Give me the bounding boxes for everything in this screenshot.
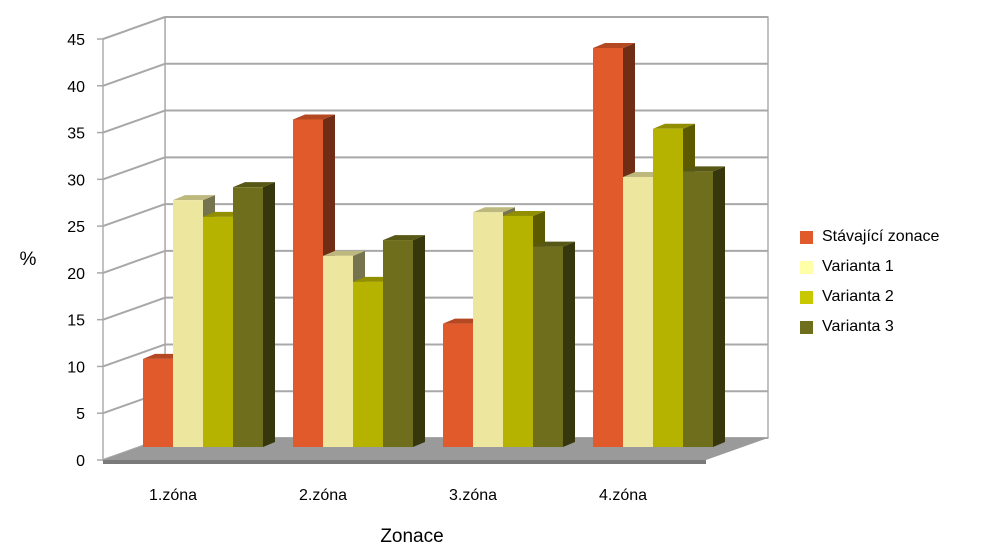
- bar: [443, 323, 473, 447]
- bar-top: [323, 250, 365, 256]
- legend-label: Varianta 1: [822, 258, 894, 275]
- bar-side: [713, 166, 725, 447]
- bar-top: [503, 210, 545, 216]
- bar: [683, 171, 713, 447]
- gridline-side: [102, 109, 166, 134]
- bar-top: [533, 241, 575, 247]
- gridline-side: [102, 156, 166, 181]
- y-tick-label: 35: [67, 126, 85, 143]
- bar-top: [383, 235, 425, 241]
- bar: [653, 128, 683, 447]
- x-axis-label: Zonace: [380, 526, 443, 545]
- bar: [353, 281, 383, 447]
- y-tick-label: 5: [76, 406, 85, 423]
- bar: [383, 240, 413, 447]
- bar: [323, 255, 353, 447]
- legend-swatch-varianta-3: [800, 320, 813, 334]
- bar-side: [263, 182, 275, 448]
- bar: [533, 246, 563, 447]
- legend-item-varianta-2: Varianta 2: [800, 282, 939, 312]
- bar: [173, 200, 203, 447]
- bar: [503, 215, 533, 447]
- y-tick-label: 25: [67, 219, 85, 236]
- y-tick-label: 20: [67, 266, 85, 283]
- y-tick-label: 15: [67, 313, 85, 330]
- bar-side: [413, 235, 425, 447]
- gridline-side: [102, 62, 166, 87]
- bar-top: [233, 182, 275, 188]
- gridline-side: [102, 296, 166, 321]
- bar: [473, 212, 503, 447]
- gridline-side: [102, 249, 166, 274]
- bar: [593, 48, 623, 447]
- bar-top: [473, 207, 515, 213]
- legend-swatch-stavajici-zonace: [800, 230, 813, 244]
- bar-top: [683, 166, 725, 172]
- legend-swatch-varianta-1: [800, 260, 813, 274]
- y-tick-label: 30: [67, 172, 85, 189]
- bar-top: [653, 123, 695, 129]
- y-tick-label: 0: [76, 453, 85, 470]
- legend: Stávající zonace Varianta 1 Varianta 2 V…: [800, 222, 939, 342]
- y-axis-label: %: [20, 249, 37, 270]
- bar: [293, 119, 323, 447]
- x-tick-label: 4.zóna: [599, 487, 647, 504]
- bar-top: [173, 195, 215, 201]
- gridline-side: [102, 343, 166, 368]
- bar: [623, 176, 653, 447]
- y-tick-label: 10: [67, 359, 85, 376]
- y-tick-label: 45: [67, 32, 85, 49]
- x-tick-label: 1.zóna: [149, 487, 197, 504]
- bar-top: [293, 114, 335, 120]
- legend-item-varianta-1: Varianta 1: [800, 252, 939, 282]
- bar: [203, 216, 233, 447]
- legend-item-stavajici-zonace: Stávající zonace: [800, 222, 939, 252]
- legend-item-varianta-3: Varianta 3: [800, 312, 939, 342]
- bar: [143, 358, 173, 447]
- legend-label: Varianta 3: [822, 318, 894, 335]
- legend-label: Stávající zonace: [822, 228, 940, 245]
- x-tick-label: 2.zóna: [299, 487, 347, 504]
- gridline-side: [102, 203, 166, 228]
- y-tick-label: 40: [67, 79, 85, 96]
- legend-label: Varianta 2: [822, 288, 894, 305]
- legend-swatch-varianta-2: [800, 290, 813, 304]
- bar-top: [593, 43, 635, 48]
- gridline-side: [102, 16, 166, 40]
- bar-side: [563, 241, 575, 447]
- bar: [233, 187, 263, 448]
- floor-edge: [103, 460, 706, 464]
- x-tick-label: 3.zóna: [449, 487, 497, 504]
